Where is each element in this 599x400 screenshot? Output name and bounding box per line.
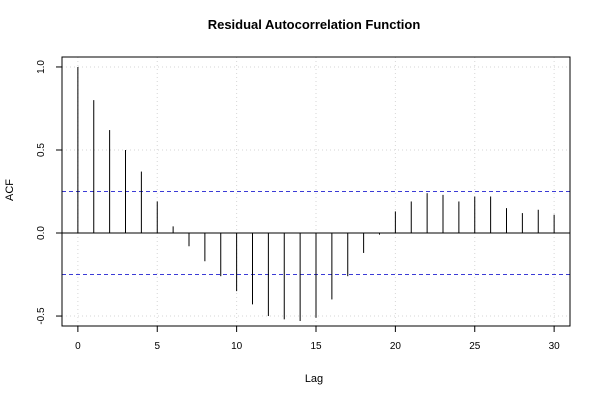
x-tick-label: 10 [231,341,243,352]
x-tick-label: 0 [75,341,81,352]
y-tick-label: 0.0 [36,226,47,240]
x-tick-label: 20 [390,341,402,352]
y-tick-label: -0.5 [36,307,47,325]
x-tick-label: 25 [469,341,481,352]
y-axis: -0.5 0.0 0.5 1.0 [36,60,62,325]
y-axis-label: ACF [4,179,16,201]
y-tick-label: 1.0 [36,60,47,74]
x-tick-label: 15 [310,341,322,352]
acf-bars [77,66,555,322]
y-tick-label: 0.5 [36,143,47,157]
x-tick-label: 5 [154,341,160,352]
chart-title: Residual Autocorrelation Function [208,17,421,32]
x-axis: 0 5 10 15 20 25 30 [75,326,560,352]
x-axis-label: Lag [305,373,323,385]
x-tick-label: 30 [549,341,561,352]
